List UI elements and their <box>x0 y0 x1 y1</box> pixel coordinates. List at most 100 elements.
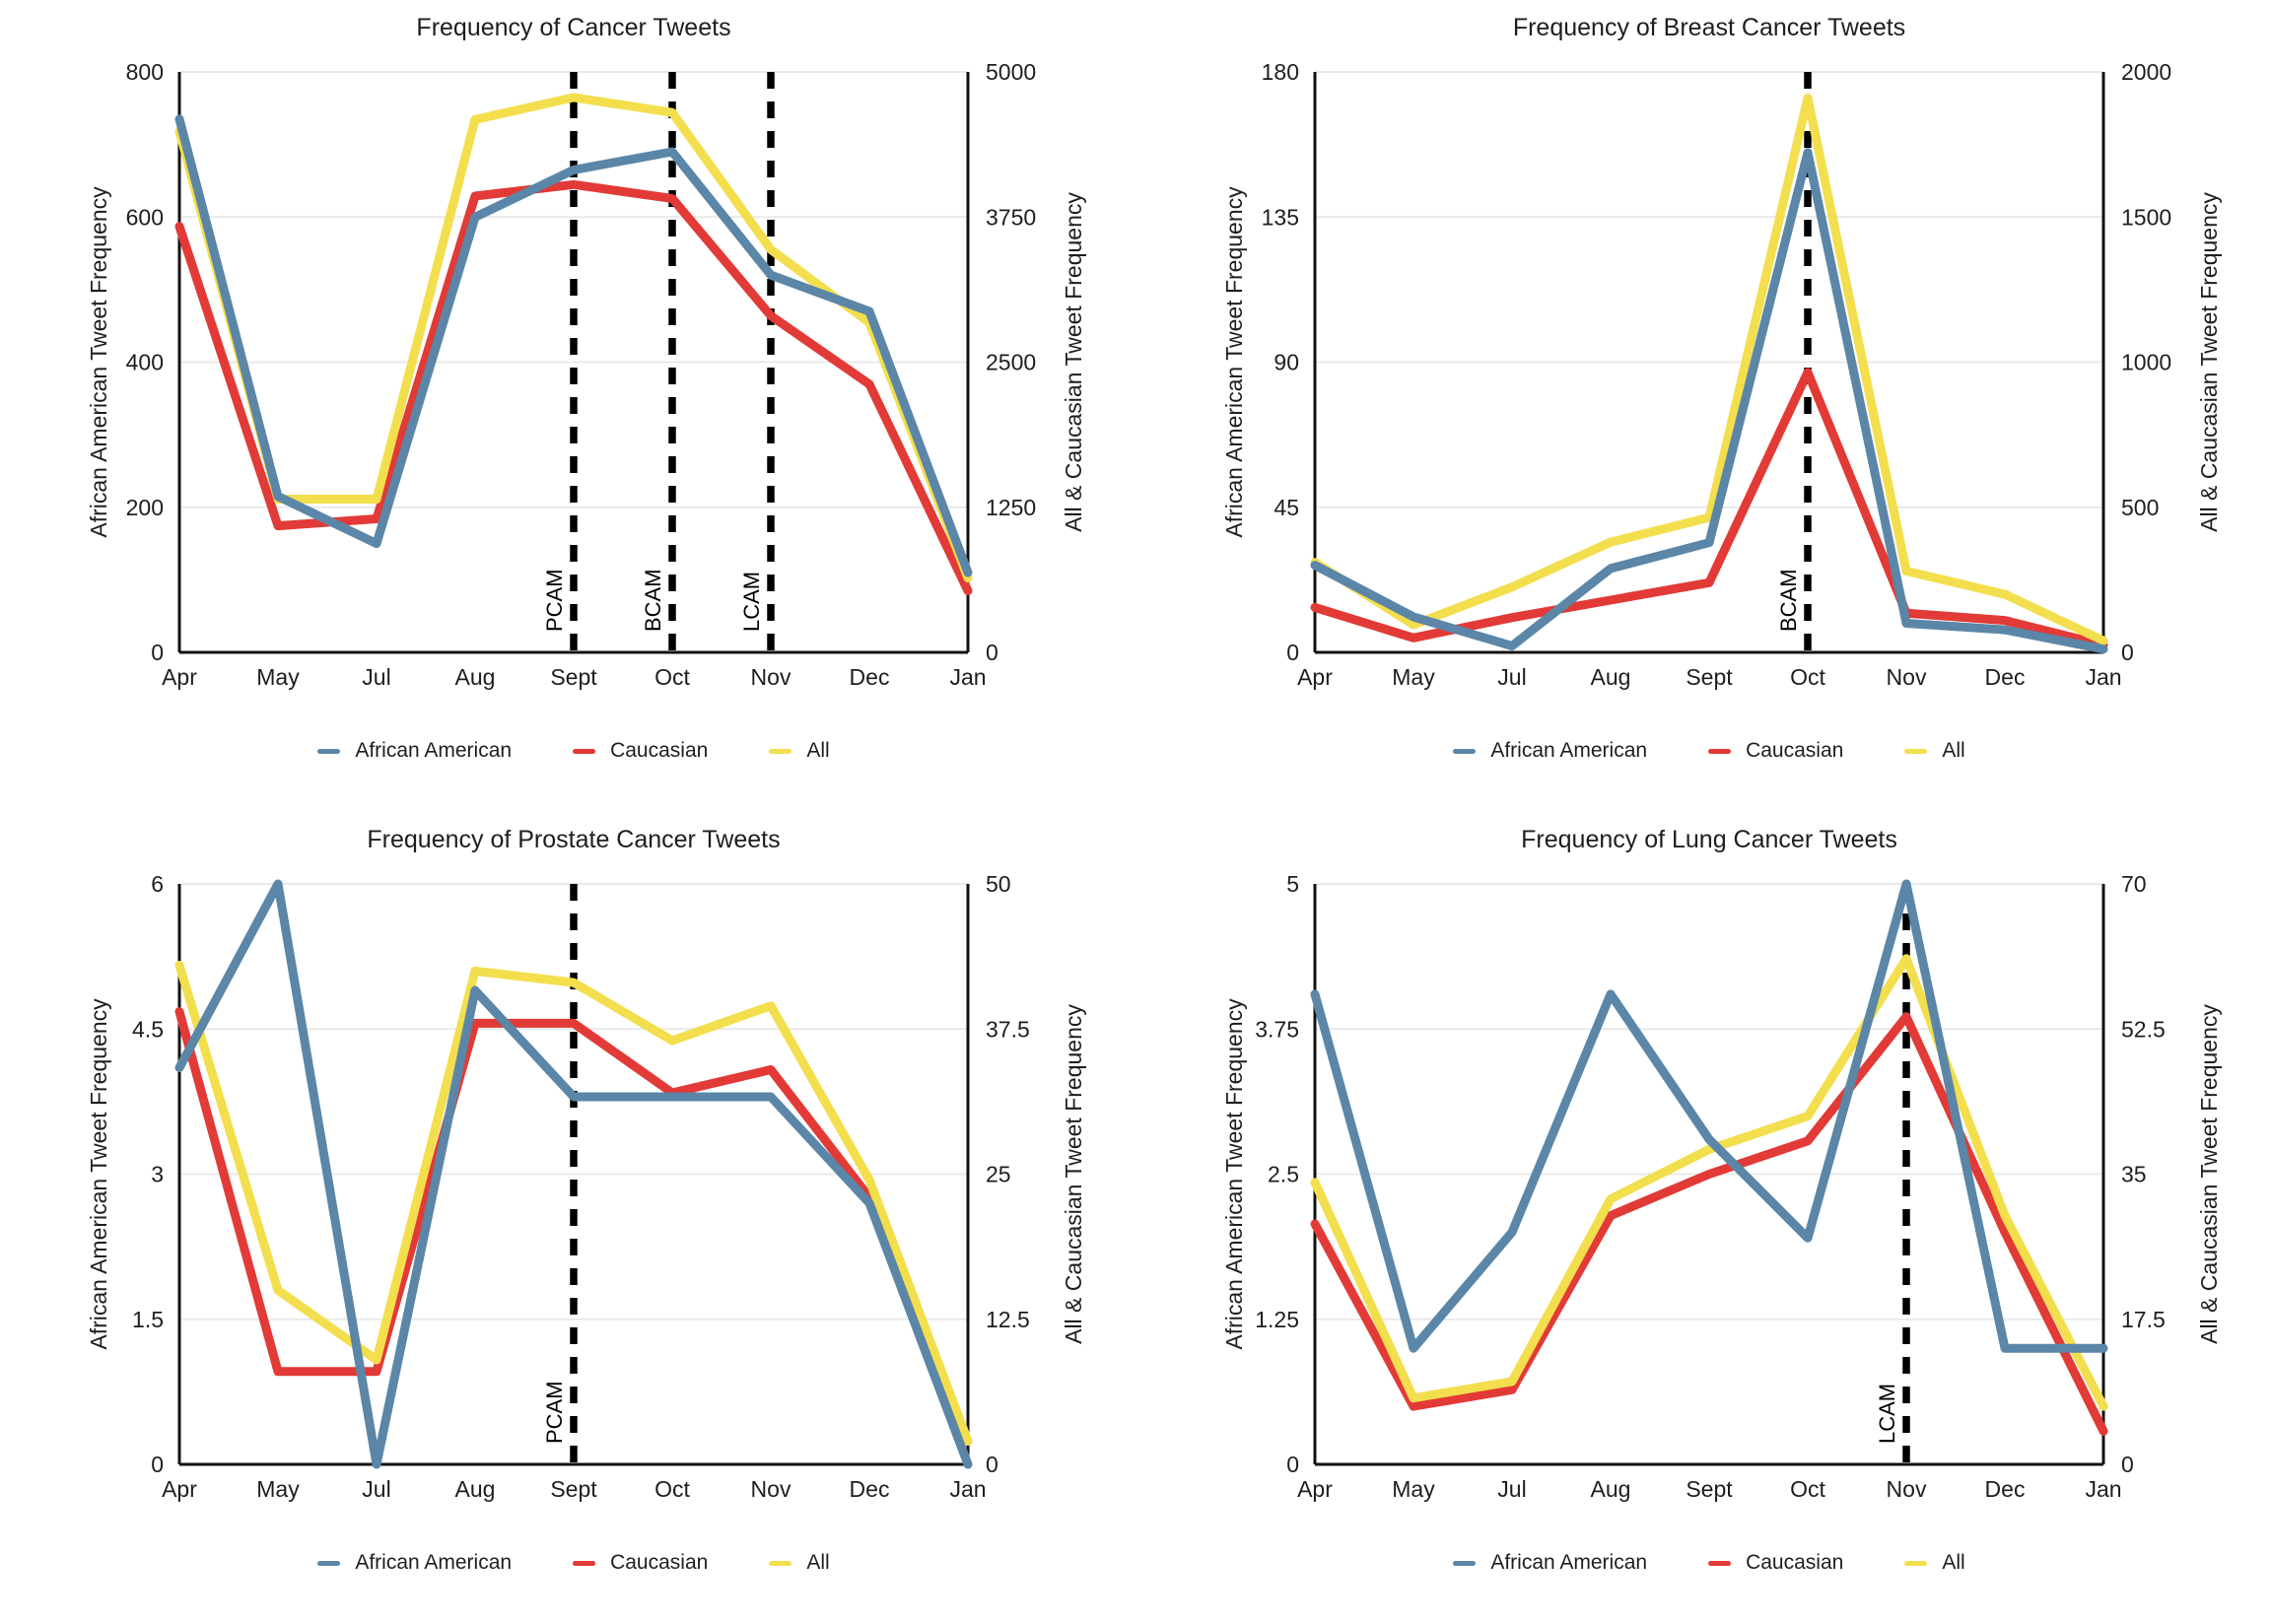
all-swatch-icon <box>1904 1560 1928 1566</box>
x-axis-month-label: Sept <box>550 664 597 690</box>
legend-item-all: All <box>1904 1551 1965 1575</box>
x-axis-month-label: Oct <box>1790 664 1825 690</box>
legend-label: Caucasian <box>1746 1551 1844 1574</box>
chart-title-cancer: Frequency of Cancer Tweets <box>416 14 731 41</box>
y-axis-left-tick-label: 2.5 <box>1268 1162 1299 1187</box>
african-american-swatch-icon <box>317 748 341 754</box>
x-axis-month-label: Dec <box>850 1476 890 1502</box>
series-line-african-american <box>1310 879 2108 1353</box>
legend-label: Caucasian <box>610 739 709 762</box>
annotation-label-pcam: PCAM <box>542 1381 567 1444</box>
y-axis-right-tick-label: 2000 <box>2121 59 2171 85</box>
y-axis-left-tick-label: 3 <box>151 1162 164 1187</box>
legend-item-african-american: African American <box>317 1551 512 1575</box>
y-axis-left-tick-label: 5 <box>1286 871 1299 897</box>
y-axis-left-tick-label: 4.5 <box>132 1016 164 1042</box>
y-axis-right-title: All & Caucasian Tweet Frequency <box>2196 1004 2222 1344</box>
y-axis-left-tick-label: 0 <box>1286 1452 1299 1477</box>
legend-item-all: All <box>769 739 830 763</box>
y-axis-right-tick-label: 12.5 <box>986 1307 1030 1332</box>
y-axis-left-tick-label: 800 <box>126 59 164 85</box>
y-axis-right-tick-label: 1000 <box>2121 350 2171 375</box>
legend-item-all: All <box>1904 739 1965 763</box>
legend-item-african-american: African American <box>1453 739 1647 763</box>
legend: African American Caucasian All <box>1315 1551 2103 1575</box>
series-line-all <box>174 961 973 1446</box>
legend-label: All <box>806 1551 830 1574</box>
series-line-caucasian <box>174 179 973 596</box>
x-axis-month-label: Oct <box>654 1476 690 1502</box>
chart-title-lung-cancer: Frequency of Lung Cancer Tweets <box>1521 826 1897 853</box>
y-axis-right-tick-label: 35 <box>2121 1162 2147 1187</box>
chart-title-prostate-cancer: Frequency of Prostate Cancer Tweets <box>367 826 781 853</box>
african-american-swatch-icon <box>1453 1560 1477 1566</box>
x-axis-month-label: Dec <box>1985 664 2026 690</box>
y-axis-left-tick-label: 135 <box>1262 204 1299 230</box>
y-axis-left-tick-label: 1.25 <box>1255 1307 1299 1332</box>
legend-label: All <box>1942 739 1965 762</box>
series-line-african-american <box>1310 148 2108 654</box>
legend-label: Caucasian <box>1746 739 1844 762</box>
legend: African American Caucasian All <box>179 1551 968 1575</box>
legend-item-caucasian: Caucasian <box>1708 739 1843 763</box>
y-axis-left-title: African American Tweet Frequency <box>1221 998 1247 1350</box>
caucasian-swatch-icon <box>1708 1560 1732 1566</box>
y-axis-right-tick-label: 5000 <box>986 59 1036 85</box>
x-axis-month-label: Aug <box>455 664 496 690</box>
y-axis-left-tick-label: 400 <box>126 350 164 375</box>
y-axis-right-tick-label: 50 <box>986 871 1011 897</box>
y-axis-right-tick-label: 3750 <box>986 204 1036 230</box>
annotation-label-lcam: LCAM <box>1875 1384 1899 1444</box>
y-axis-right-tick-label: 500 <box>2121 495 2159 520</box>
caucasian-swatch-icon <box>573 748 596 754</box>
legend-item-african-american: African American <box>317 739 512 763</box>
y-axis-right-title: All & Caucasian Tweet Frequency <box>1061 1004 1086 1344</box>
series-line-all <box>1310 94 2108 645</box>
x-axis-month-label: Jan <box>949 664 986 690</box>
legend-label: African American <box>355 739 513 762</box>
series-line-caucasian <box>174 1007 973 1446</box>
series-line-all <box>1310 954 2108 1411</box>
y-axis-left-tick-label: 0 <box>1286 640 1299 665</box>
x-axis-month-label: Jan <box>2085 664 2121 690</box>
annotation-label-bcam: BCAM <box>641 569 665 632</box>
series-line-african-american <box>174 114 973 577</box>
chart-panel-cancer: Frequency of Cancer Tweets 800 600 400 200 0… <box>0 0 1136 812</box>
y-axis-left-title: African American Tweet Frequency <box>86 998 111 1350</box>
x-axis-month-label: Sept <box>1686 664 1733 690</box>
x-axis-month-label: Jul <box>1497 664 1526 690</box>
x-axis-month-label: Jul <box>362 1476 390 1502</box>
y-axis-left-tick-label: 180 <box>1262 59 1299 85</box>
x-axis-month-label: Jul <box>1497 1476 1526 1502</box>
annotation-label-bcam: BCAM <box>1776 569 1801 632</box>
y-axis-right-tick-label: 0 <box>2121 640 2134 665</box>
legend-label: African American <box>355 1551 513 1574</box>
legend-item-caucasian: Caucasian <box>1708 1551 1843 1575</box>
y-axis-right-title: All & Caucasian Tweet Frequency <box>1061 192 1086 532</box>
y-axis-left-title: African American Tweet Frequency <box>1221 186 1247 538</box>
y-axis-left-tick-label: 0 <box>151 1452 164 1477</box>
x-axis-month-label: Oct <box>654 664 690 690</box>
y-axis-left-tick-label: 200 <box>126 495 164 520</box>
y-axis-right-tick-label: 37.5 <box>986 1016 1030 1042</box>
chart-panel-prostate-cancer: Frequency of Prostate Cancer Tweets 6 4.5… <box>0 812 1136 1624</box>
legend: African American Caucasian All <box>1315 739 2103 763</box>
x-axis-month-label: Apr <box>1297 1476 1333 1502</box>
y-axis-right-tick-label: 17.5 <box>2121 1307 2166 1332</box>
series-line-african-american <box>174 879 973 1469</box>
x-axis-month-label: Nov <box>1887 664 1927 690</box>
x-axis-month-label: May <box>1392 1476 1435 1502</box>
x-axis-month-label: Nov <box>751 1476 792 1502</box>
y-axis-right-title: All & Caucasian Tweet Frequency <box>2196 192 2222 532</box>
all-swatch-icon <box>769 748 792 754</box>
all-swatch-icon <box>769 1560 792 1566</box>
y-axis-right-tick-label: 0 <box>2121 1452 2134 1477</box>
legend-item-african-american: African American <box>1453 1551 1647 1575</box>
y-axis-left-tick-label: 6 <box>151 871 164 897</box>
y-axis-left-title: African American Tweet Frequency <box>86 186 111 538</box>
chart-panel-lung-cancer: Frequency of Lung Cancer Tweets 5 3.75 2.5… <box>1136 812 2272 1624</box>
y-axis-left-tick-label: 600 <box>126 204 164 230</box>
